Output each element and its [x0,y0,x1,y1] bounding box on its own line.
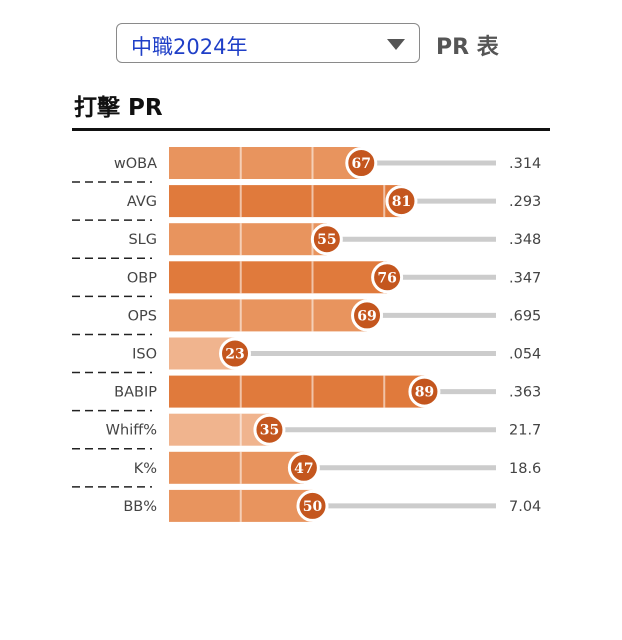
percentile-badge [385,185,418,218]
category-label: BABIP [114,385,157,401]
percentile-value: 47 [294,461,313,477]
category-label: ISO [132,347,157,363]
stat-value: .363 [509,385,541,401]
season-select-value: 中職2024年 [131,35,248,59]
percentile-badge [351,299,384,332]
percentile-bar [169,261,388,294]
percentile-bar [169,413,270,446]
chevron-down-icon [387,39,405,50]
stat-value: .314 [509,156,541,172]
stat-value: .348 [509,232,541,248]
percentile-bar [169,299,368,332]
percentile-badge [296,489,329,522]
percentile-badge [371,261,404,294]
category-label: wOBA [114,156,157,172]
percentile-value: 89 [415,385,434,401]
stat-value: .054 [509,347,541,363]
percentile-badge [219,337,252,370]
stat-value: 7.04 [509,499,541,515]
percentile-bar [169,451,304,484]
percentile-bar [169,147,362,179]
percentile-value: 76 [377,270,396,286]
stat-value: 21.7 [509,423,541,439]
category-label: K% [134,461,157,477]
percentile-value: 23 [225,347,244,363]
title-divider [72,128,550,131]
category-label: Whiff% [106,423,157,439]
stat-value: .293 [509,194,541,210]
percentile-value: 69 [357,308,376,324]
percentile-value: 35 [260,423,279,439]
percentile-bar [169,223,327,256]
category-label: AVG [127,194,157,210]
stat-value: .347 [509,270,541,286]
percentile-value: 55 [317,232,336,248]
category-label: BB% [123,499,157,515]
percentile-badge [345,147,378,179]
percentile-bar [169,185,402,218]
percentile-value: 81 [392,194,411,210]
page-label: PR 表 [436,35,499,60]
percentile-badge [408,375,441,408]
stat-value: 18.6 [509,461,541,477]
category-label: SLG [128,232,157,248]
stat-value: .695 [509,308,541,324]
category-label: OPS [128,308,157,324]
header-row: 中職2024年 PR 表 [116,23,516,65]
percentile-value: 50 [303,499,323,515]
percentile-badge [310,223,343,256]
season-select[interactable]: 中職2024年 [116,23,420,63]
category-label: OBP [127,270,157,286]
percentile-value: 67 [352,156,371,172]
percentile-badge [253,413,286,446]
section-title: 打擊 PR [74,95,163,121]
percentile-bar [169,375,425,408]
percentile-badge [287,451,320,484]
